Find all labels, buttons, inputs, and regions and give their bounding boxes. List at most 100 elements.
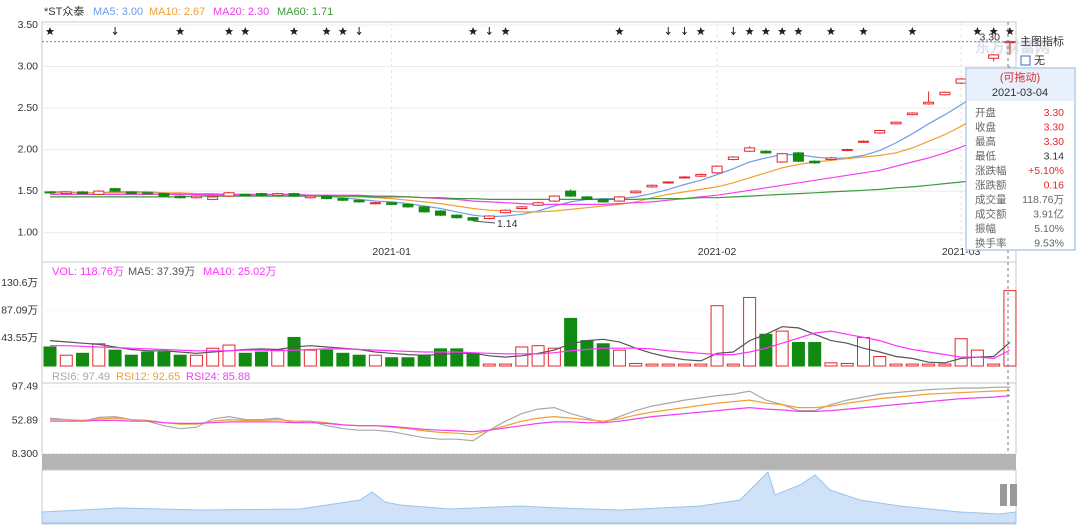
volume-bar (531, 345, 545, 367)
volume-bar (76, 352, 90, 367)
volume-bar (287, 336, 301, 367)
low-label: 1.14 (497, 218, 518, 230)
volume-bar (857, 336, 870, 367)
candle-body (906, 112, 918, 116)
tooltip-value: 9.53% (1034, 237, 1064, 249)
none-option[interactable]: 无 (1034, 55, 1045, 67)
marker-arrow (682, 27, 687, 36)
marker-arrow (486, 27, 492, 36)
candle-body (760, 150, 772, 154)
navigator-handle[interactable] (1010, 484, 1017, 506)
volume-bar (466, 352, 480, 367)
volume-bar (661, 363, 675, 367)
candle-body (874, 129, 886, 134)
volume-bar (889, 363, 903, 367)
volume-bar (873, 355, 887, 367)
candle-body (548, 195, 560, 202)
volume-bar (238, 352, 252, 367)
chart-frame (41, 21, 1017, 455)
volume-bar (759, 333, 773, 367)
candle-body (125, 191, 137, 195)
marker-star (241, 27, 250, 36)
marker-star (745, 27, 754, 36)
candle-body (418, 206, 430, 213)
candle-body (337, 198, 349, 201)
candle-body (744, 147, 756, 152)
tooltip-label: 成交额 (975, 207, 1007, 220)
candle-body (792, 152, 804, 162)
candle-body (532, 202, 544, 206)
candle-body (955, 78, 967, 84)
volume-bar (352, 354, 366, 367)
tooltip-date: 2021-03-04 (992, 87, 1048, 99)
volume-bar (580, 340, 594, 367)
watermark: 东方财富网 (975, 38, 1050, 56)
marker-star (826, 27, 836, 36)
candle-body (174, 195, 186, 199)
legend-entry: MA10: 2.67 (149, 6, 205, 18)
candle-body (402, 203, 414, 208)
ma-line (50, 124, 1011, 205)
volume-bar (564, 317, 578, 367)
volume-bar (970, 349, 984, 367)
tooltip-value: 3.30 (1044, 136, 1065, 148)
volume-bar (401, 357, 415, 367)
x-tick-label: 2021-01 (372, 246, 411, 258)
marker-star (1005, 27, 1015, 36)
volume-bar (954, 338, 968, 367)
volume-bar (59, 354, 73, 367)
candle-body (223, 192, 235, 197)
candle-body (272, 193, 284, 196)
stock-title: *ST众泰 (44, 4, 84, 18)
candle-body (565, 190, 577, 197)
marker-arrow (665, 27, 671, 36)
marker-star (45, 27, 55, 36)
candle-body (923, 101, 935, 105)
tooltip-label: 最高 (975, 135, 996, 148)
legend-entry: RSI12: 92.65 (116, 371, 180, 383)
candle-body (597, 198, 609, 203)
candle-body (451, 214, 463, 219)
volume-bar (840, 362, 854, 367)
candle-body (613, 196, 625, 202)
candle-body (646, 184, 658, 188)
tooltip-drag: (可拖动) (1000, 70, 1040, 84)
volume-bar (482, 363, 496, 367)
volume-bar (303, 349, 317, 367)
volume-bar (222, 344, 236, 367)
tooltip[interactable]: (可拖动) 2021-03-04 开盘 3.30 收盘 3.30 最高 3.30 最低 3.1… (965, 67, 1076, 251)
tooltip-value: 3.30 (1044, 121, 1065, 133)
navigator-handle[interactable] (1000, 484, 1007, 506)
volume-bar (612, 349, 626, 367)
candle-body (434, 210, 446, 216)
navigator-area (41, 471, 1017, 524)
legend-entry: MA60: 1.71 (277, 6, 333, 18)
volume-ma-line (50, 330, 1011, 360)
rsi-line (50, 395, 1010, 433)
x-tick-label: 2021-02 (698, 246, 737, 258)
candle-body (60, 191, 72, 195)
volume-bar (743, 296, 757, 367)
main-indicator[interactable]: 主图指标 (1020, 34, 1064, 48)
y-tick-label: 3.00 (18, 60, 39, 72)
tooltip-value: 5.10% (1034, 223, 1064, 235)
volume-bar (808, 342, 822, 367)
tooltip-header (967, 69, 1074, 101)
volume-bar (92, 343, 106, 367)
candle-body (500, 209, 512, 214)
candle-body (109, 188, 121, 192)
marker-star (338, 27, 348, 36)
volume-bar (255, 351, 269, 367)
candle-body (483, 215, 495, 220)
volume-bar (43, 346, 57, 367)
tooltip-label: 开盘 (975, 106, 996, 119)
checkbox[interactable] (1020, 55, 1031, 66)
candle-body (190, 195, 202, 199)
candle-body (321, 195, 333, 200)
marker-star (289, 27, 299, 36)
candle-body (662, 181, 674, 184)
candle-body (776, 153, 788, 163)
marker-star (989, 27, 998, 36)
tooltip-label: 成交量 (975, 193, 1007, 206)
